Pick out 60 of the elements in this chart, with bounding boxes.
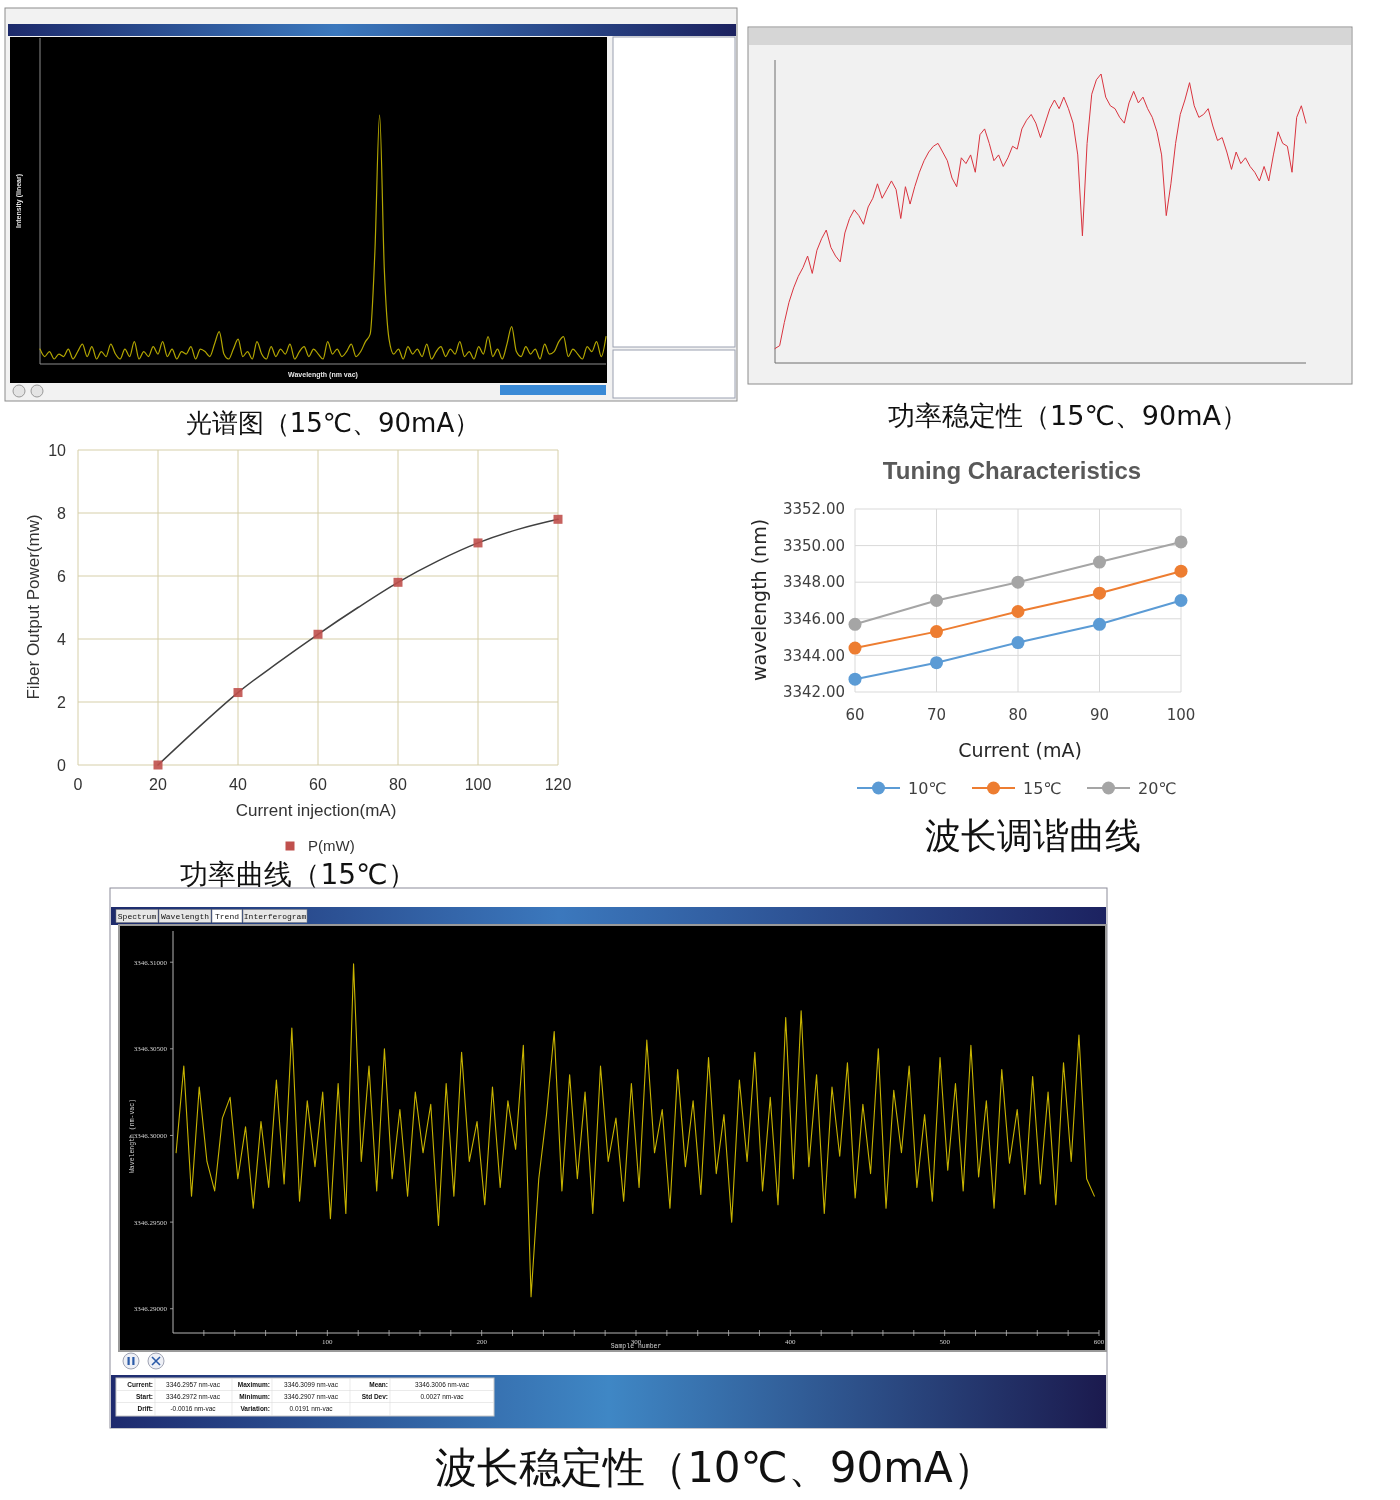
legend-label: 15℃ <box>1023 778 1062 798</box>
legend-label: 20℃ <box>1138 778 1177 798</box>
x-tick-label: 80 <box>389 776 407 793</box>
point <box>1011 604 1025 618</box>
y-tick-label: 4 <box>57 630 67 648</box>
y-axis-title: wavelength (nm) <box>748 518 770 682</box>
x-tick-label: 70 <box>926 706 947 724</box>
x-tick-label: 60 <box>845 706 865 724</box>
point <box>1011 575 1025 589</box>
point <box>930 625 943 639</box>
point <box>393 577 403 587</box>
point <box>1093 555 1106 569</box>
text: 功率稳定性（15℃、90mA） <box>888 400 1248 431</box>
chart-title: Tuning Characteristics <box>882 457 1142 484</box>
x-axis-title: Current injection(mA) <box>235 801 397 820</box>
text: 波长调谐曲线 <box>925 815 1141 856</box>
y-tick-label: 3352.00 <box>782 500 845 519</box>
x-tick-label: 0 <box>73 776 83 793</box>
point <box>1011 636 1025 650</box>
point <box>1174 564 1188 578</box>
point <box>233 688 243 698</box>
point <box>1093 617 1106 631</box>
y-tick-label: 3350.00 <box>782 536 845 555</box>
point <box>848 617 862 631</box>
point <box>1174 535 1188 549</box>
point <box>1093 586 1106 600</box>
y-tick-label: 3348.00 <box>782 573 845 592</box>
x-tick-label: 120 <box>544 776 572 793</box>
y-tick-label: 0 <box>57 756 67 774</box>
point <box>153 760 163 770</box>
x-tick-label: 20 <box>149 776 167 793</box>
text: 功率曲线（15℃） <box>180 858 416 891</box>
x-axis-title: Current (mA) <box>958 739 1082 761</box>
y-tick-label: 2 <box>57 693 67 711</box>
x-tick-label: 100 <box>464 776 492 793</box>
point <box>553 514 563 524</box>
x-tick-label: 40 <box>229 776 247 793</box>
point <box>930 594 943 607</box>
point <box>848 672 862 686</box>
y-tick-label: 6 <box>57 567 67 585</box>
y-tick-label: 3344.00 <box>782 646 845 665</box>
x-tick-label: 90 <box>1089 706 1110 724</box>
line-series <box>175 963 1095 1298</box>
point <box>473 538 483 548</box>
point <box>1174 594 1188 607</box>
y-tick-label: 3342.00 <box>782 683 845 702</box>
point <box>848 641 862 655</box>
y-tick-label: 10 <box>48 441 67 459</box>
legend-label: P(mW) <box>308 837 355 855</box>
y-axis-title: Fiber Output Power(mw) <box>24 514 43 700</box>
y-tick-label: 3346.00 <box>782 610 845 629</box>
x-tick-label: 60 <box>309 776 327 793</box>
text: 光谱图（15℃、90mA） <box>185 408 481 438</box>
x-tick-label: 80 <box>1008 706 1028 724</box>
point <box>930 656 943 670</box>
y-tick-label: 8 <box>57 504 67 522</box>
x-tick-label: 100 <box>1166 706 1196 724</box>
point <box>313 629 323 639</box>
text: 波长稳定性（10℃、90mA） <box>435 1443 995 1492</box>
legend-label: 10℃ <box>908 778 947 798</box>
